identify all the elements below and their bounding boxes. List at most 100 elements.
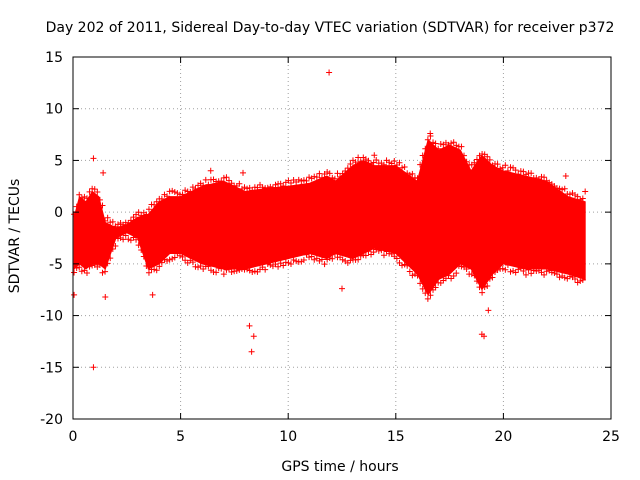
data-point [233,267,240,274]
data-point [169,187,176,194]
data-point [76,264,83,271]
data-point [463,158,470,165]
y-tick-label: -20 [40,412,63,428]
data-point [504,261,511,268]
data-point [502,162,509,169]
y-axis-label: SDTVAR / TECUs [7,179,23,294]
outlier-point [71,291,78,298]
data-point [572,276,579,283]
data-point [205,263,212,270]
data-point [300,257,307,264]
data-point [528,170,535,177]
data-point [127,237,134,244]
data-point [432,140,439,147]
data-point [409,170,416,177]
data-point [414,272,421,279]
outlier-point [90,155,97,162]
data-point [182,257,189,264]
x-tick-label: 10 [279,429,297,445]
data-point [76,191,83,198]
data-point [453,142,460,149]
data-point [543,268,550,275]
plot-frame [72,56,612,420]
data-point [133,236,140,243]
data-point [251,268,258,275]
data-point [272,261,279,268]
data-point [411,174,418,181]
data-point [120,236,127,243]
data-point [187,188,194,195]
data-point [548,269,555,276]
data-point [362,252,369,259]
data-point [300,177,307,184]
data-point [357,252,364,259]
data-point [295,176,302,183]
data-point [205,181,212,188]
data-point [494,267,501,274]
data-point [254,184,261,191]
data-point [264,184,271,191]
x-axis-label: GPS time / hours [281,459,398,475]
data-point [96,196,103,203]
data-point [411,271,418,278]
data-point [166,188,173,195]
data-point [107,255,114,262]
data-point [486,275,493,282]
data-point [574,193,581,200]
data-point [267,261,274,268]
data-point [114,221,121,228]
data-point [138,246,145,253]
data-point [83,270,90,277]
data-point [151,201,158,208]
data-point [484,283,491,290]
data-point [104,260,111,267]
data-point [161,256,168,263]
data-point [559,186,566,193]
data-point [334,170,341,177]
data-point [450,273,457,280]
y-tick-label: 15 [45,50,63,66]
data-point [458,143,465,150]
data-point [303,177,310,184]
outlier-point [474,271,481,278]
data-point [461,152,468,159]
outlier-point [250,333,257,340]
data-point [313,174,320,181]
data-point [158,259,165,266]
data-point [91,186,98,193]
data-point [102,268,109,275]
data-point [318,174,325,181]
x-tick-label: 0 [69,429,78,445]
data-point [127,217,134,224]
data-point [164,257,171,264]
data-point [112,242,119,249]
data-point [174,190,181,197]
data-point [473,278,480,285]
data-point [448,140,455,147]
data-point [78,195,85,202]
data-point [479,289,486,296]
data-point [409,272,416,279]
data-point [401,163,408,170]
chart-title: Day 202 of 2011, Sidereal Day-to-day VTE… [46,20,615,36]
data-point [458,263,465,270]
data-point [370,249,377,256]
data-point [497,165,504,172]
data-point [104,214,111,221]
data-point [424,136,431,143]
data-point [347,161,354,168]
data-point [481,284,488,291]
data-point [145,206,152,213]
data-point [269,184,276,191]
data-point [179,191,186,198]
data-point [151,266,158,273]
data-point [391,158,398,165]
data-point [520,267,527,274]
data-point [473,156,480,163]
data-point [236,180,243,187]
data-point [489,274,496,281]
outlier-point [427,130,434,137]
data-point [140,253,147,260]
data-point [264,261,271,268]
x-tick-label: 15 [387,429,405,445]
